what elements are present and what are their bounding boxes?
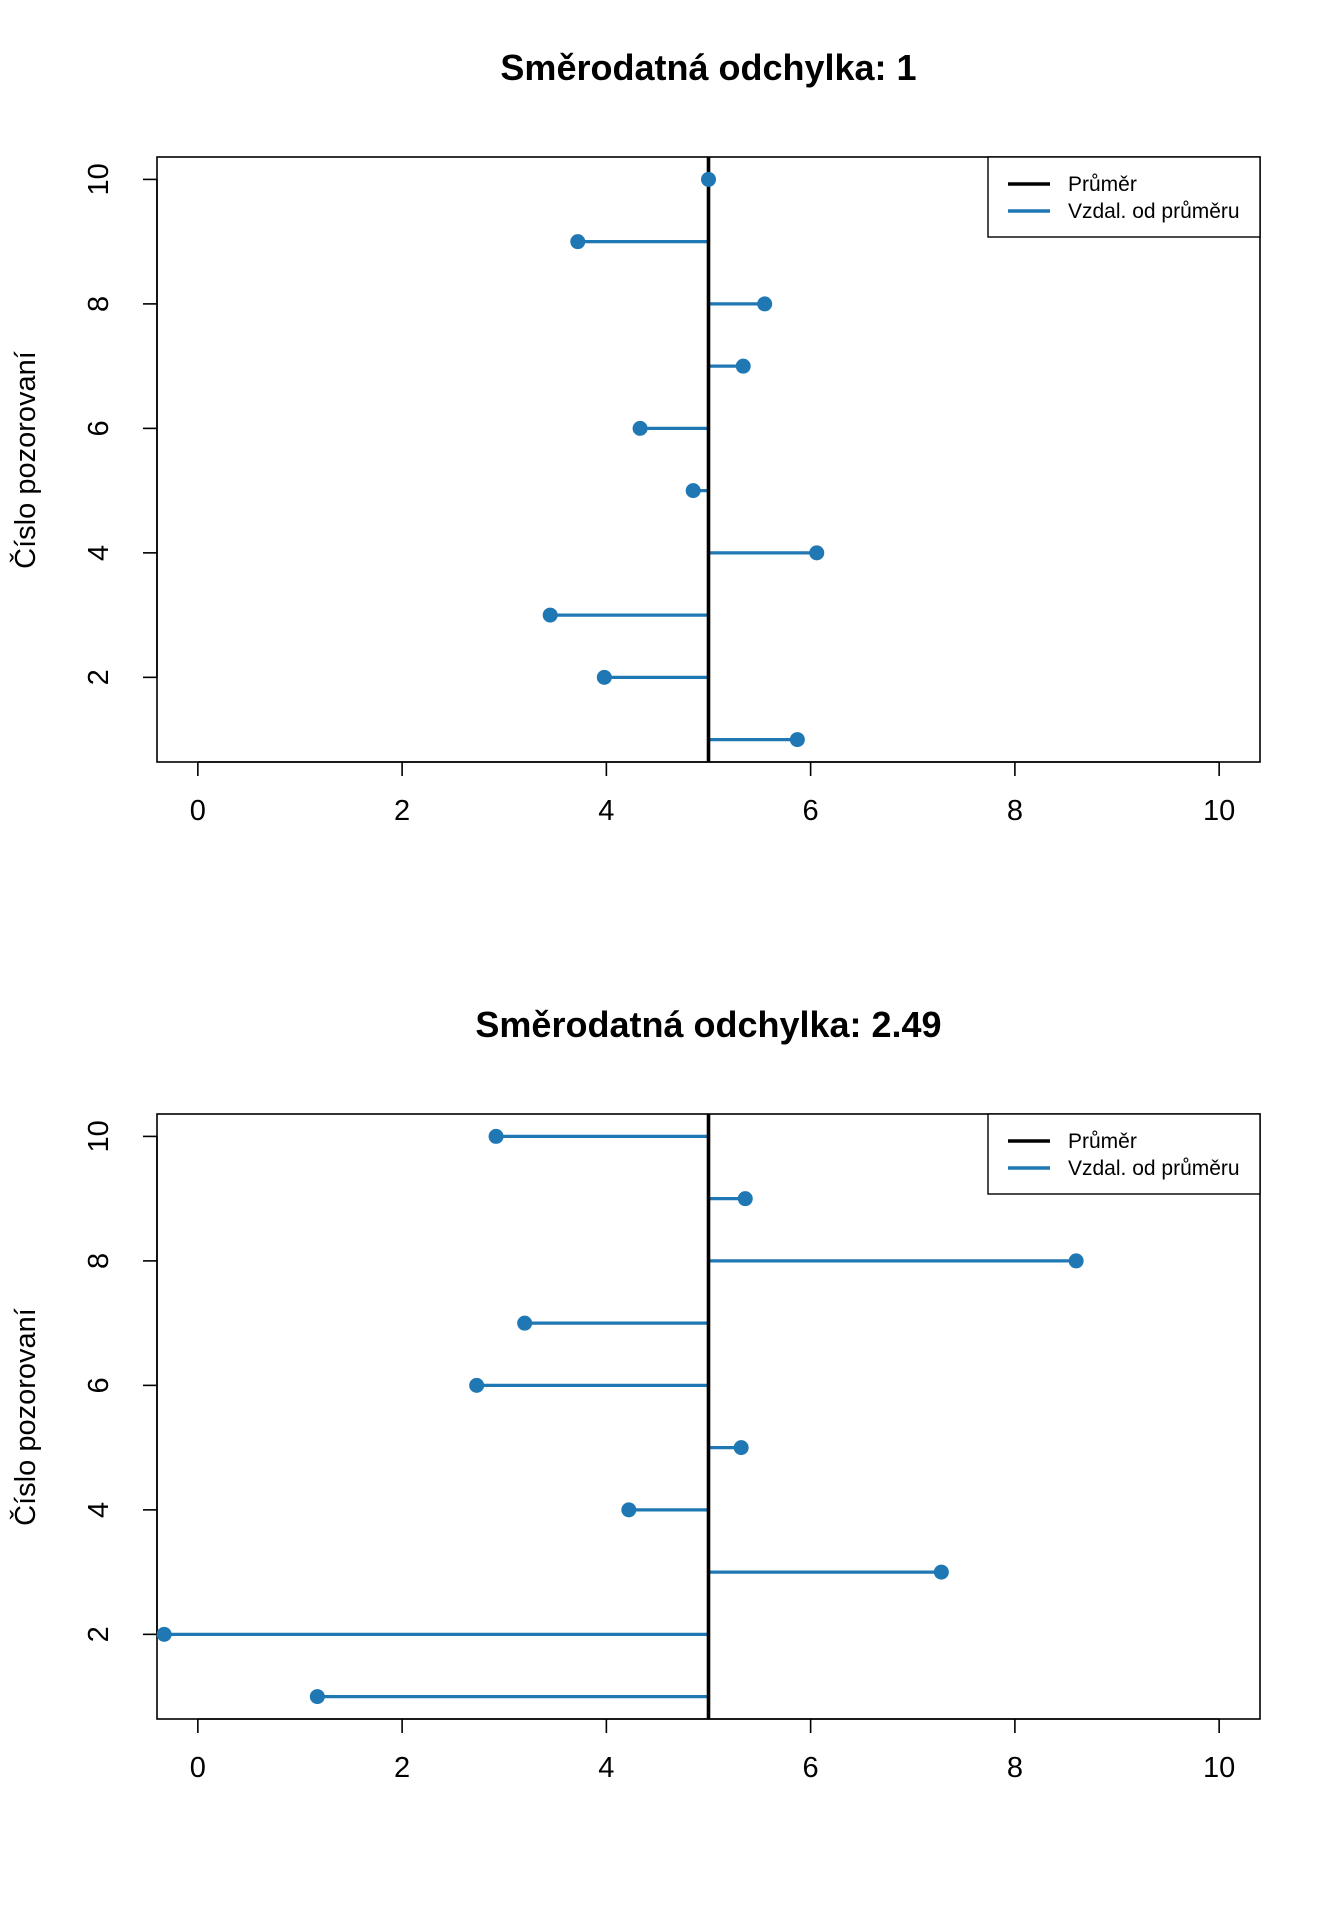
x-tick-label: 4	[598, 1752, 614, 1784]
data-point-4	[621, 1502, 637, 1518]
x-tick-label: 10	[1203, 795, 1235, 827]
x-tick-label: 2	[394, 795, 410, 827]
legend: Průměr Vzdal. od průměru	[987, 1113, 1261, 1195]
data-point-2	[596, 669, 612, 685]
data-point-5	[733, 1440, 749, 1456]
x-tick-label: 0	[190, 1752, 206, 1784]
data-point-3	[933, 1564, 949, 1580]
y-tick-label: 10	[83, 163, 115, 195]
data-point-1	[789, 732, 805, 748]
data-point-5	[685, 483, 701, 499]
x-tick-label: 4	[598, 795, 614, 827]
y-tick-label: 10	[83, 1120, 115, 1152]
legend-entry-1: Průměr	[1068, 1130, 1137, 1153]
data-point-7	[517, 1315, 533, 1331]
x-tick-label: 2	[394, 1752, 410, 1784]
data-point-4	[809, 545, 825, 561]
y-tick-label: 8	[83, 296, 115, 312]
chart-panel-2: Směrodatná odchylka: 2.49 0 2 4 6 8 10 2 4 6 8 10 Čí…	[8, 1004, 1261, 1784]
data-point-10	[488, 1128, 504, 1144]
data-point-8	[757, 296, 773, 312]
y-tick-label: 2	[83, 1626, 115, 1642]
y-tick-label: 6	[83, 420, 115, 436]
chart-panel-1: Směrodatná odchylka: 1 0 2 4 6 8 10 2 4 6 8 10 Číslo…	[8, 47, 1261, 827]
x-tick-label: 10	[1203, 1752, 1235, 1784]
y-tick-label: 4	[83, 1502, 115, 1518]
y-tick-label: 2	[83, 669, 115, 685]
x-tick-label: 8	[1007, 795, 1023, 827]
data-point-9	[737, 1191, 753, 1207]
chart-title: Směrodatná odchylka: 2.49	[475, 1004, 941, 1045]
y-tick-label: 6	[83, 1377, 115, 1393]
data-point-2	[156, 1626, 172, 1642]
legend-box	[987, 156, 1261, 238]
x-tick-label: 8	[1007, 1752, 1023, 1784]
y-axis-label: Číslo pozorovaní	[8, 351, 42, 569]
data-point-9	[570, 234, 586, 250]
data-point-10	[701, 171, 716, 187]
y-tick-label: 4	[83, 545, 115, 561]
legend: Průměr Vzdal. od průměru	[987, 156, 1261, 238]
chart-title: Směrodatná odchylka: 1	[500, 47, 916, 88]
data-point-7	[735, 358, 751, 374]
data-point-8	[1068, 1253, 1084, 1269]
data-point-1	[309, 1689, 325, 1705]
legend-box	[987, 1113, 1261, 1195]
y-axis-label: Číslo pozorovaní	[8, 1308, 42, 1526]
legend-entry-2: Vzdal. od průměru	[1068, 1157, 1240, 1180]
legend-entry-2: Vzdal. od průměru	[1068, 200, 1240, 223]
x-tick-label: 0	[190, 795, 206, 827]
data-point-6	[469, 1377, 485, 1393]
x-tick-label: 6	[803, 795, 819, 827]
x-tick-label: 6	[803, 1752, 819, 1784]
data-point-6	[632, 420, 648, 436]
legend-entry-1: Průměr	[1068, 173, 1137, 196]
y-tick-label: 8	[83, 1253, 115, 1269]
data-point-3	[542, 607, 558, 623]
